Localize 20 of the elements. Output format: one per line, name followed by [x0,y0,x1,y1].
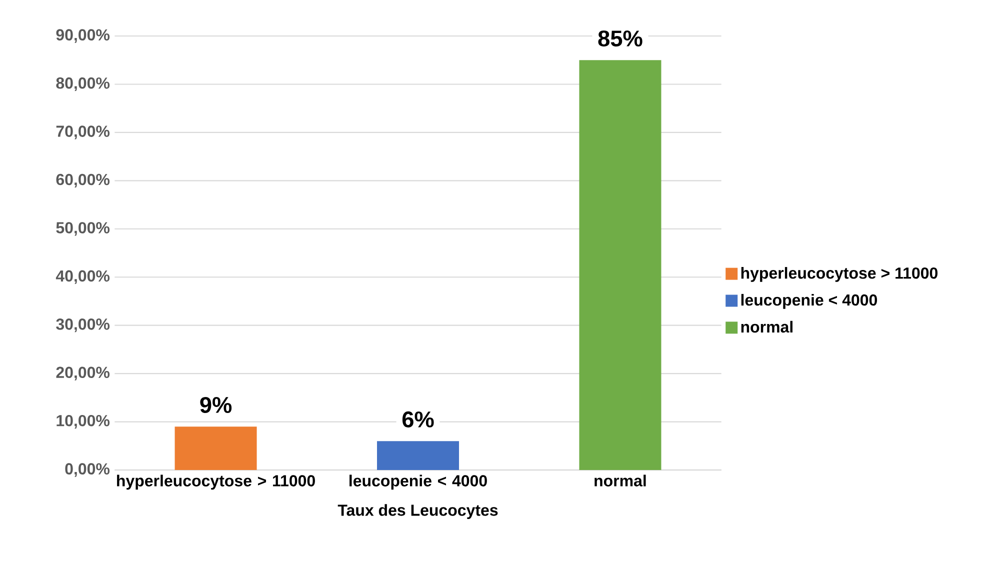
x-axis-title: Taux des Leucocytes [338,504,498,520]
y-tick-label: 30,00% [56,318,110,332]
data-label: 6% [402,411,434,428]
legend-label: leucopenie < 4000 [741,294,878,309]
legend-label: hyperleucocytose > 11000 [741,267,938,282]
y-tick-label: 0,00% [65,463,110,477]
x-tick-label: hyperleucocytose > 11000 [117,474,315,490]
y-tick-label: 50,00% [56,222,110,236]
data-label: 9% [200,396,232,414]
legend-label: normal [741,320,792,333]
y-tick-label: 70,00% [56,126,110,140]
y-tick-label: 10,00% [56,414,110,429]
x-tick-label: leucopenie < 4000 [350,474,487,490]
y-tick-label: 20,00% [56,366,110,380]
data-label: 85% [598,30,642,47]
x-tick-label: normal [594,474,646,486]
y-tick-label: 40,00% [56,270,110,284]
y-tick-label: 80,00% [56,77,110,92]
y-tick-label: 60,00% [56,174,110,188]
y-tick-label: 90,00% [56,29,110,43]
